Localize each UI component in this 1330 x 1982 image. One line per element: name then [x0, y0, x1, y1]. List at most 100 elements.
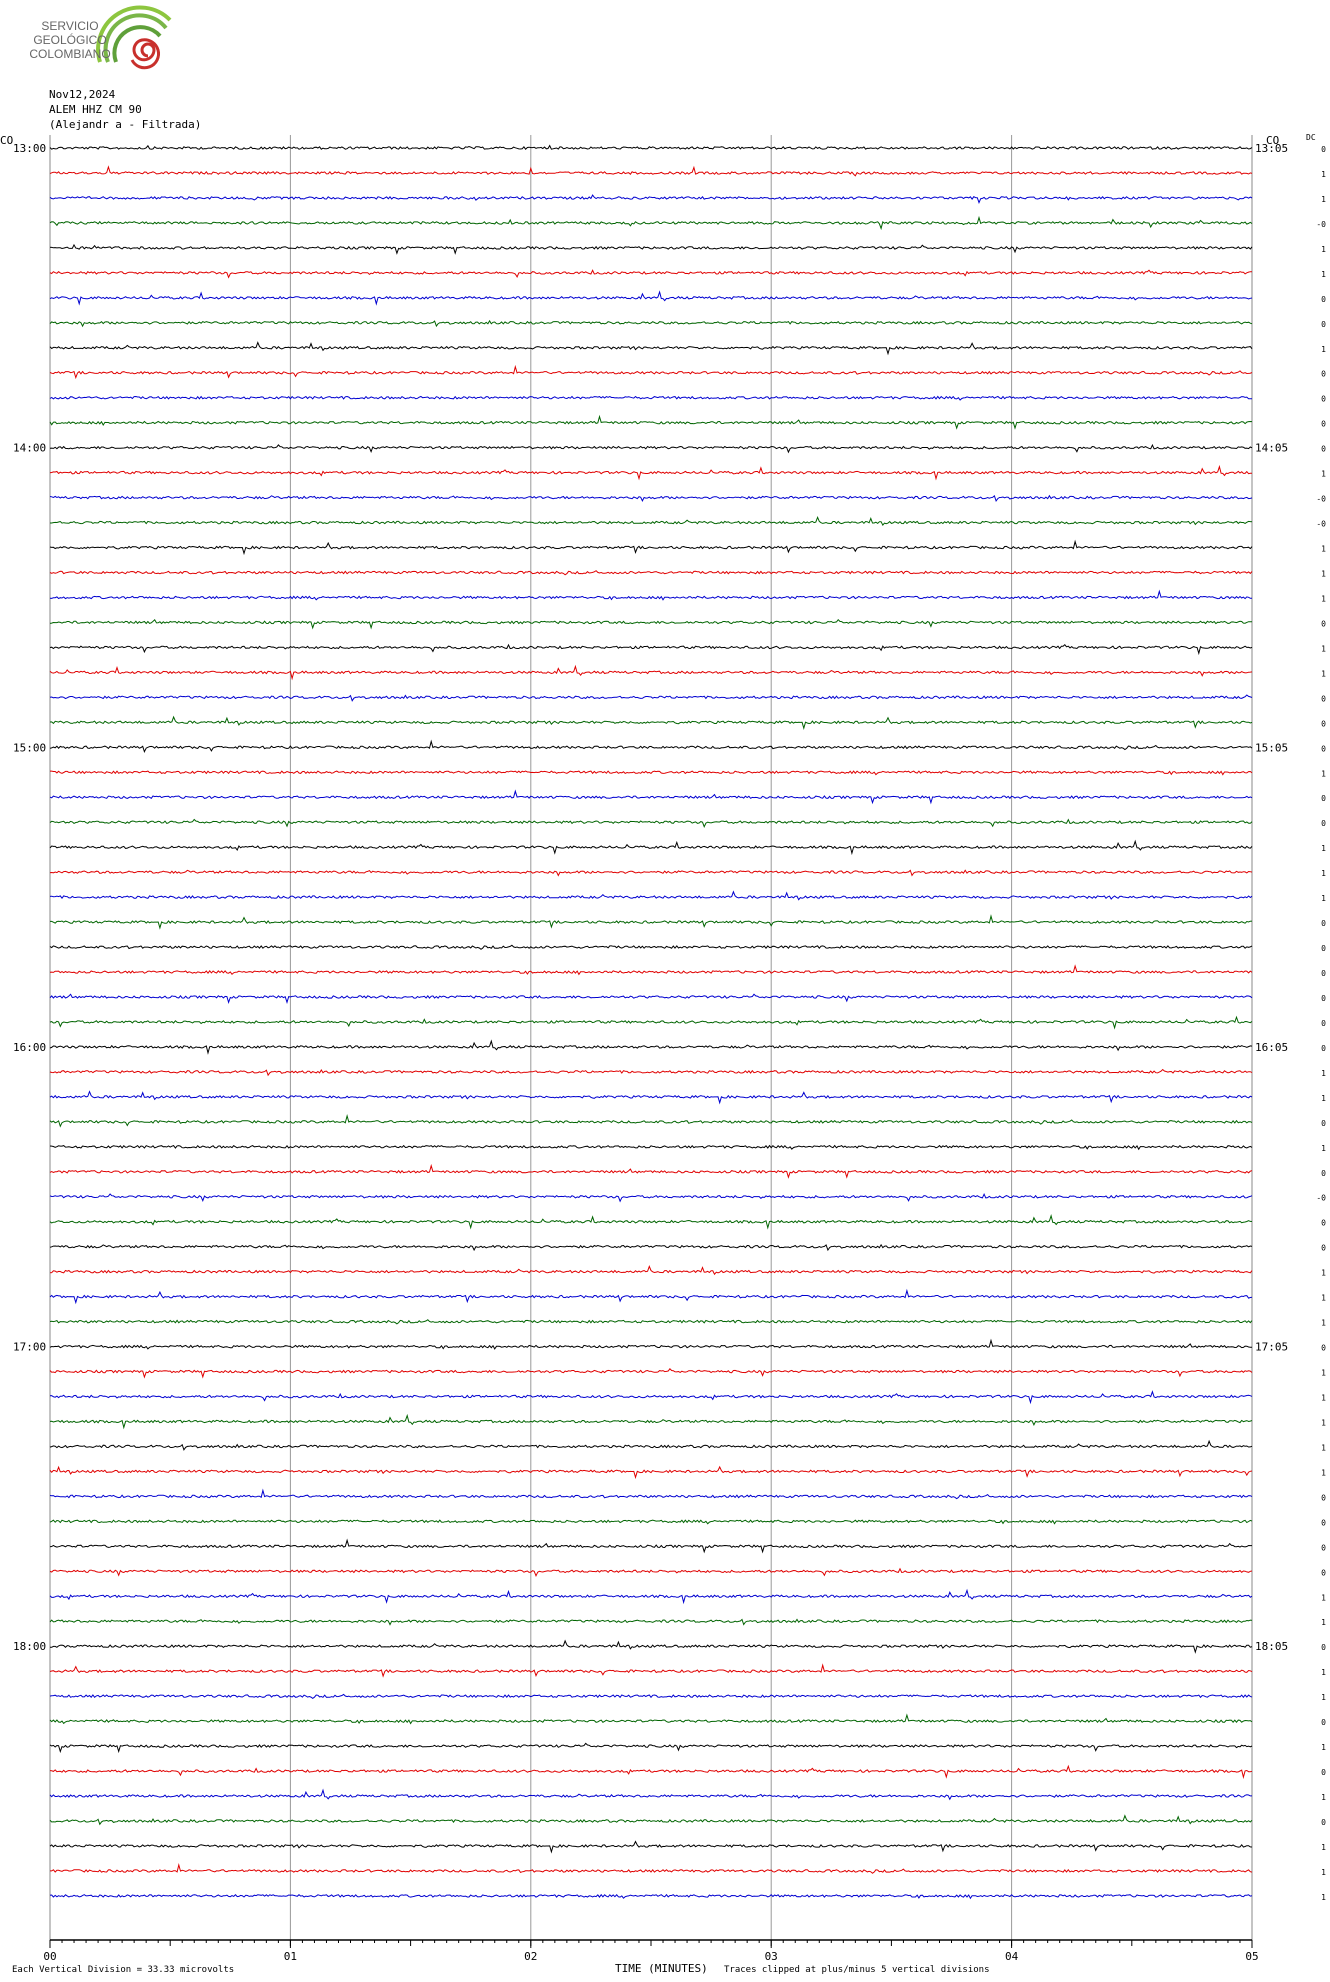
dc-value: 1	[1321, 1843, 1326, 1852]
logo-text: COLOMBIANO	[29, 47, 110, 61]
trace	[49, 818, 1253, 828]
x-tick-label: 04	[1005, 1950, 1019, 1963]
trace	[49, 464, 1253, 481]
dc-value: 0	[1321, 744, 1326, 753]
header-station: ALEM HHZ CM 90	[49, 103, 142, 116]
dc-value: 0	[1321, 1493, 1326, 1502]
x-tick-label: 00	[43, 1950, 56, 1963]
dc-value: 0	[1321, 1543, 1326, 1552]
trace	[49, 1015, 1253, 1030]
hour-label-left: 15:00	[13, 741, 46, 754]
trace	[49, 1144, 1253, 1151]
dc-value: 0	[1321, 944, 1326, 953]
dc-value: -0	[1316, 1194, 1326, 1203]
trace	[49, 1193, 1253, 1203]
dc-value: 1	[1321, 1443, 1326, 1452]
dc-value: 0	[1321, 1344, 1326, 1353]
trace	[49, 1742, 1253, 1754]
x-tick-label: 02	[524, 1950, 537, 1963]
dc-value: 1	[1321, 1094, 1326, 1103]
trace	[50, 1639, 1253, 1654]
dc-value: 1	[1321, 1319, 1326, 1328]
trace	[49, 165, 1253, 177]
dc-value: 1	[1321, 1369, 1326, 1378]
hour-label-left: 18:00	[13, 1640, 46, 1653]
dc-value: 0	[1321, 1518, 1326, 1527]
trace	[49, 319, 1253, 328]
dc-value: 0	[1321, 1169, 1326, 1178]
hour-label-right: 18:05	[1255, 1640, 1288, 1653]
dc-value: 0	[1321, 1718, 1326, 1727]
dc-value: 0	[1321, 395, 1326, 404]
dc-value: 0	[1321, 1768, 1326, 1777]
hour-label-right: 16:05	[1255, 1041, 1288, 1054]
dc-value: 0	[1321, 370, 1326, 379]
trace	[49, 1538, 1252, 1554]
trace	[50, 1863, 1253, 1874]
dc-value: 1	[1321, 1893, 1326, 1902]
x-tick-label: 01	[284, 1950, 297, 1963]
trace	[49, 739, 1253, 754]
trace	[49, 1588, 1253, 1605]
trace	[49, 993, 1253, 1005]
dc-value: 1	[1321, 1269, 1326, 1278]
dc-value: 0	[1321, 1568, 1326, 1577]
dc-value: 1	[1321, 1394, 1326, 1403]
trace	[49, 570, 1253, 576]
dc-value: 1	[1321, 1868, 1326, 1877]
hour-label-right: 13:05	[1255, 142, 1288, 155]
trace	[49, 243, 1253, 255]
trace	[49, 664, 1253, 681]
logo-arc	[103, 13, 168, 63]
trace	[49, 643, 1253, 656]
trace	[49, 1465, 1253, 1480]
dc-value: 1	[1321, 894, 1326, 903]
header-name: (Alejandr a - Filtrada)	[49, 118, 201, 131]
x-axis-title: TIME (MINUTES)	[615, 1962, 708, 1975]
trace	[49, 1068, 1253, 1077]
trace	[49, 589, 1252, 601]
dc-value: 1	[1321, 769, 1326, 778]
dc-value: 0	[1321, 919, 1326, 928]
dc-value: 0	[1321, 1119, 1326, 1128]
dc-value: 1	[1321, 1668, 1326, 1677]
dc-value: 1	[1321, 545, 1326, 554]
dc-value: 1	[1321, 644, 1326, 653]
trace	[49, 443, 1253, 454]
dc-value: 1	[1321, 245, 1326, 254]
trace	[50, 515, 1253, 527]
dc-value: 1	[1321, 1294, 1326, 1303]
dc-value: 0	[1321, 145, 1326, 154]
dc-value: 1	[1321, 569, 1326, 578]
trace	[49, 1488, 1253, 1500]
dc-value: -0	[1316, 520, 1326, 529]
dc-value: 1	[1321, 1618, 1326, 1627]
x-tick-label: 05	[1245, 1950, 1258, 1963]
trace	[49, 869, 1253, 877]
hour-label-left: 14:00	[13, 442, 46, 455]
footer-clip: Traces clipped at plus/minus 5 vertical …	[724, 1965, 990, 1975]
trace	[49, 1519, 1253, 1525]
trace	[49, 539, 1253, 556]
header-date: Nov12,2024	[49, 88, 116, 101]
hour-label-left: 17:00	[13, 1341, 46, 1354]
trace	[50, 770, 1253, 776]
dc-value: 1	[1321, 195, 1326, 204]
trace	[49, 1338, 1253, 1350]
logo-arc	[96, 5, 172, 63]
trace	[49, 1567, 1253, 1578]
trace	[49, 890, 1253, 901]
trace	[49, 1788, 1252, 1801]
trace	[49, 1764, 1253, 1780]
trace	[49, 494, 1253, 503]
dc-value: 0	[1321, 320, 1326, 329]
dc-value: 1	[1321, 669, 1326, 678]
dc-value: 0	[1321, 994, 1326, 1003]
dc-value: 0	[1321, 619, 1326, 628]
dc-value: 1	[1321, 1593, 1326, 1602]
trace	[49, 715, 1253, 731]
dc-value: 0	[1321, 1219, 1326, 1228]
trace	[49, 1439, 1253, 1451]
dc-value: 1	[1321, 1743, 1326, 1752]
dc-value: 0	[1321, 969, 1326, 978]
